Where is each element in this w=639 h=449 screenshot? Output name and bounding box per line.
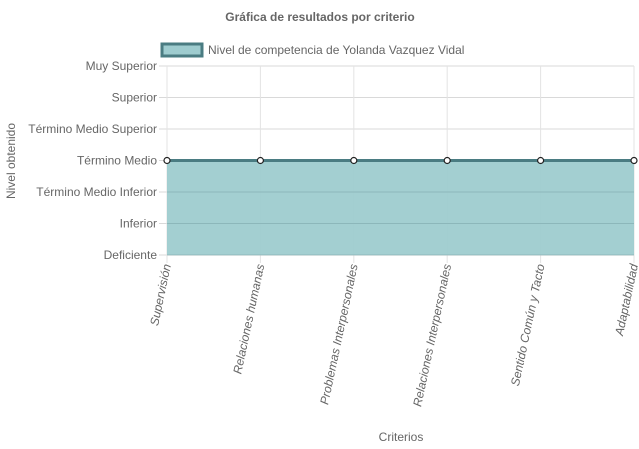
y-tick-label: Término Medio Inferior xyxy=(36,185,157,199)
y-tick-label: Término Medio Superior xyxy=(28,122,157,136)
y-tick-label: Inferior xyxy=(120,217,157,231)
x-tick-label: Relaciones Interpersonales xyxy=(410,263,454,408)
legend-label: Nivel de competencia de Yolanda Vazquez … xyxy=(208,43,464,57)
x-tick-label: Problemas Interpersonales xyxy=(317,263,361,406)
y-tick-label: Muy Superior xyxy=(86,59,157,73)
y-axis-ticks: Deficiente Inferior Término Medio Inferior… xyxy=(28,59,157,262)
x-tick-label: Adaptabilidad xyxy=(612,262,639,337)
series-area-fill xyxy=(167,160,634,255)
series-area xyxy=(167,159,634,256)
x-tick-label: Supervisión xyxy=(147,262,174,327)
y-tick-label: Deficiente xyxy=(104,248,158,262)
series-points xyxy=(163,156,638,165)
data-point[interactable] xyxy=(630,156,638,165)
x-axis-ticks: Supervisión Relaciones humanas Problemas I… xyxy=(147,262,639,407)
data-point[interactable] xyxy=(256,156,264,165)
y-tick-label: Término Medio xyxy=(77,154,157,168)
x-axis-title: Criterios xyxy=(379,430,424,444)
y-axis-title: Nivel obtenido xyxy=(4,123,18,199)
x-tick-label: Relaciones humanas xyxy=(230,263,267,376)
y-tick-label: Superior xyxy=(112,91,157,105)
data-point[interactable] xyxy=(443,156,451,165)
legend-swatch xyxy=(160,42,204,58)
data-point[interactable] xyxy=(536,156,545,165)
chart-title: Gráfica de resultados por criterio xyxy=(225,10,414,24)
data-point[interactable] xyxy=(350,156,358,165)
x-tick-label: Sentido Común y Tacto xyxy=(508,262,548,387)
data-point[interactable] xyxy=(163,156,171,165)
legend[interactable]: Nivel de competencia de Yolanda Vazquez … xyxy=(160,42,464,58)
